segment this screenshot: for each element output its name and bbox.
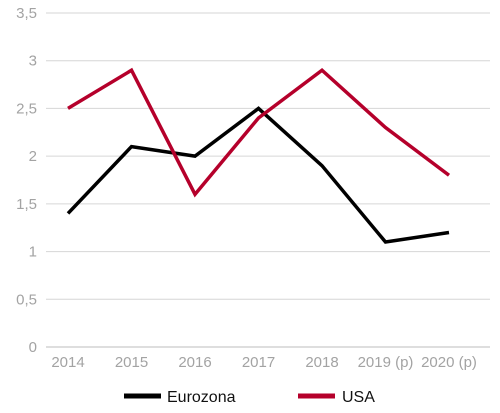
x-tick-label: 2020 (p) — [421, 354, 477, 371]
series-line-usa — [67, 67, 451, 198]
legend: Eurozona USA — [124, 389, 375, 406]
y-tick-label: 3 — [29, 53, 37, 70]
y-tick-label: 1,5 — [16, 196, 37, 213]
x-tick-label: 2018 — [305, 354, 338, 371]
x-tick-label: 2014 — [51, 354, 84, 371]
x-tick-label: 2016 — [178, 354, 211, 371]
x-axis-tick-labels: 2014 2015 2016 2017 2018 2019 (p) 2020 (p) — [51, 354, 477, 371]
y-tick-label: 3,5 — [16, 5, 37, 22]
y-axis-tick-labels: 0 0,5 1 1,5 2 2,5 3 3,5 — [16, 5, 37, 356]
gridlines — [46, 12, 490, 348]
y-tick-label: 2 — [29, 148, 37, 165]
y-tick-label: 0 — [29, 339, 37, 356]
series-lines — [66, 67, 451, 244]
y-tick-label: 1 — [29, 244, 37, 261]
y-tick-label: 2,5 — [16, 100, 37, 117]
y-tick-label: 0,5 — [16, 291, 37, 308]
legend-label-usa: USA — [342, 389, 375, 406]
legend-label-eurozona: Eurozona — [167, 389, 236, 406]
x-tick-label: 2015 — [115, 354, 148, 371]
x-tick-label: 2017 — [242, 354, 275, 371]
series-line-eurozona — [66, 106, 450, 244]
x-tick-label: 2019 (p) — [358, 354, 414, 371]
